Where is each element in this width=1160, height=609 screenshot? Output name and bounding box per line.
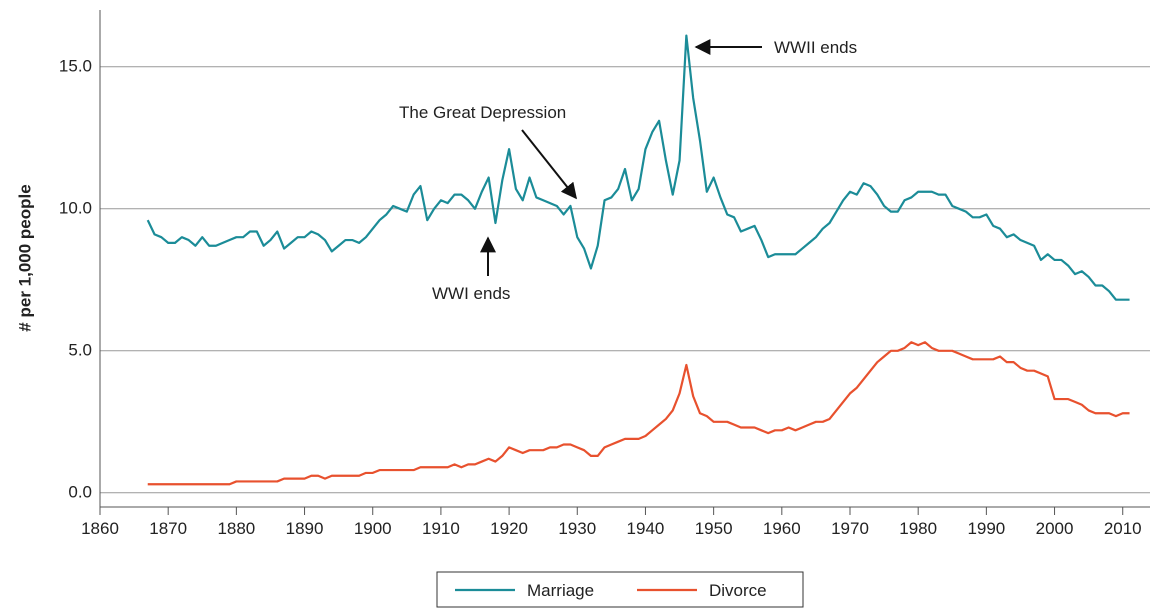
series-line — [146, 34, 1130, 301]
x-tick-label: 1930 — [558, 519, 596, 538]
x-tick-label: 1910 — [422, 519, 460, 538]
x-tick-label: 1970 — [831, 519, 869, 538]
annotation: The Great Depression — [399, 103, 566, 122]
legend-label: Marriage — [527, 581, 594, 600]
y-tick-label: 5.0 — [68, 340, 92, 359]
x-tick-label: 1990 — [967, 519, 1005, 538]
legend-label: Divorce — [709, 581, 767, 600]
x-tick-label: 1880 — [217, 519, 255, 538]
x-tick-label: 1890 — [286, 519, 324, 538]
annotations: WWII ends The Great Depression WWI ends — [399, 38, 857, 303]
annotation: WWII ends — [774, 38, 857, 57]
y-tick-label: 10.0 — [59, 198, 92, 217]
x-tick-label: 1980 — [899, 519, 937, 538]
x-tick-label: 1860 — [81, 519, 119, 538]
series-line — [147, 341, 1130, 486]
x-tick-label: 2000 — [1036, 519, 1074, 538]
y-tick-label: 0.0 — [68, 482, 92, 501]
grid — [100, 66, 1150, 494]
x-tick-label: 1940 — [627, 519, 665, 538]
y-axis-label: # per 1,000 people — [15, 184, 34, 331]
annotation: WWI ends — [432, 284, 510, 303]
x-tick-label: 1950 — [695, 519, 733, 538]
axes: 0.0 5.0 10.0 15.0 1860 1870 1880 1890 1900 1910 19… — [59, 10, 1150, 538]
annotation-arrow — [521, 129, 577, 200]
lines — [146, 34, 1130, 486]
legend: Marriage Divorce — [436, 571, 804, 608]
x-tick-label: 2010 — [1104, 519, 1142, 538]
x-tick-label: 1960 — [763, 519, 801, 538]
x-tick-label: 1870 — [149, 519, 187, 538]
x-tick-label: 1900 — [354, 519, 392, 538]
x-tick-label: 1920 — [490, 519, 528, 538]
y-tick-label: 15.0 — [59, 56, 92, 75]
